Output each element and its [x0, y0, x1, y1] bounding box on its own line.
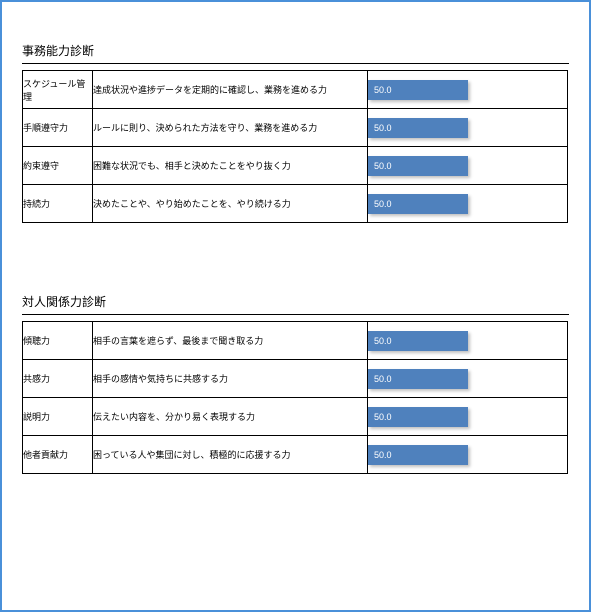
bar-fill: 50.0 — [368, 445, 468, 465]
bar-value: 50.0 — [374, 412, 392, 422]
row-name: 持続力 — [23, 185, 93, 223]
bar-fill: 50.0 — [368, 194, 468, 214]
section-0-title: 事務能力診断 — [22, 42, 569, 64]
bar-track: 50.0 — [368, 156, 567, 176]
section-1-table: 傾聴力 相手の言葉を遮らず、最後まで聞き取る力 50.0 共感力 相手の感情や気… — [22, 321, 568, 474]
section-0: 事務能力診断 スケジュール管理 達成状況や進捗データを定期的に確認し、業務を進め… — [22, 42, 569, 223]
bar-value: 50.0 — [374, 374, 392, 384]
table-row: 手順遵守力 ルールに則り、決められた方法を守り、業務を進める力 50.0 — [23, 109, 568, 147]
bar-track: 50.0 — [368, 369, 567, 389]
bar-value: 50.0 — [374, 161, 392, 171]
section-1-title: 対人関係力診断 — [22, 293, 569, 315]
row-chart: 50.0 — [368, 185, 568, 223]
row-name: 傾聴力 — [23, 322, 93, 360]
row-desc: 困難な状況でも、相手と決めたことをやり抜く力 — [93, 147, 368, 185]
bar-value: 50.0 — [374, 123, 392, 133]
table-row: 傾聴力 相手の言葉を遮らず、最後まで聞き取る力 50.0 — [23, 322, 568, 360]
table-row: 他者貢献力 困っている人や集団に対し、積極的に応援する力 50.0 — [23, 436, 568, 474]
row-name: 約束遵守 — [23, 147, 93, 185]
bar-fill: 50.0 — [368, 118, 468, 138]
row-name: 説明力 — [23, 398, 93, 436]
row-desc: 相手の言葉を遮らず、最後まで聞き取る力 — [93, 322, 368, 360]
bar-track: 50.0 — [368, 80, 567, 100]
row-name: 他者貢献力 — [23, 436, 93, 474]
bar-fill: 50.0 — [368, 369, 468, 389]
table-row: 持続力 決めたことや、やり始めたことを、やり続ける力 50.0 — [23, 185, 568, 223]
row-name: 共感力 — [23, 360, 93, 398]
bar-fill: 50.0 — [368, 80, 468, 100]
bar-track: 50.0 — [368, 194, 567, 214]
bar-fill: 50.0 — [368, 331, 468, 351]
bar-value: 50.0 — [374, 85, 392, 95]
table-row: 共感力 相手の感情や気持ちに共感する力 50.0 — [23, 360, 568, 398]
row-name: スケジュール管理 — [23, 71, 93, 109]
row-chart: 50.0 — [368, 360, 568, 398]
row-chart: 50.0 — [368, 147, 568, 185]
row-desc: 達成状況や進捗データを定期的に確認し、業務を進める力 — [93, 71, 368, 109]
bar-value: 50.0 — [374, 450, 392, 460]
row-chart: 50.0 — [368, 71, 568, 109]
row-chart: 50.0 — [368, 322, 568, 360]
bar-track: 50.0 — [368, 407, 567, 427]
row-desc: 決めたことや、やり始めたことを、やり続ける力 — [93, 185, 368, 223]
row-desc: ルールに則り、決められた方法を守り、業務を進める力 — [93, 109, 368, 147]
bar-value: 50.0 — [374, 199, 392, 209]
row-desc: 相手の感情や気持ちに共感する力 — [93, 360, 368, 398]
table-row: スケジュール管理 達成状況や進捗データを定期的に確認し、業務を進める力 50.0 — [23, 71, 568, 109]
table-row: 説明力 伝えたい内容を、分かり易く表現する力 50.0 — [23, 398, 568, 436]
bar-value: 50.0 — [374, 336, 392, 346]
bar-track: 50.0 — [368, 118, 567, 138]
bar-fill: 50.0 — [368, 407, 468, 427]
row-desc: 困っている人や集団に対し、積極的に応援する力 — [93, 436, 368, 474]
report-frame: 事務能力診断 スケジュール管理 達成状況や進捗データを定期的に確認し、業務を進め… — [0, 0, 591, 612]
table-row: 約束遵守 困難な状況でも、相手と決めたことをやり抜く力 50.0 — [23, 147, 568, 185]
bar-track: 50.0 — [368, 331, 567, 351]
row-chart: 50.0 — [368, 109, 568, 147]
bar-fill: 50.0 — [368, 156, 468, 176]
row-chart: 50.0 — [368, 398, 568, 436]
section-0-table: スケジュール管理 達成状況や進捗データを定期的に確認し、業務を進める力 50.0… — [22, 70, 568, 223]
bar-track: 50.0 — [368, 445, 567, 465]
row-chart: 50.0 — [368, 436, 568, 474]
row-name: 手順遵守力 — [23, 109, 93, 147]
row-desc: 伝えたい内容を、分かり易く表現する力 — [93, 398, 368, 436]
section-1: 対人関係力診断 傾聴力 相手の言葉を遮らず、最後まで聞き取る力 50.0 共感力… — [22, 293, 569, 474]
